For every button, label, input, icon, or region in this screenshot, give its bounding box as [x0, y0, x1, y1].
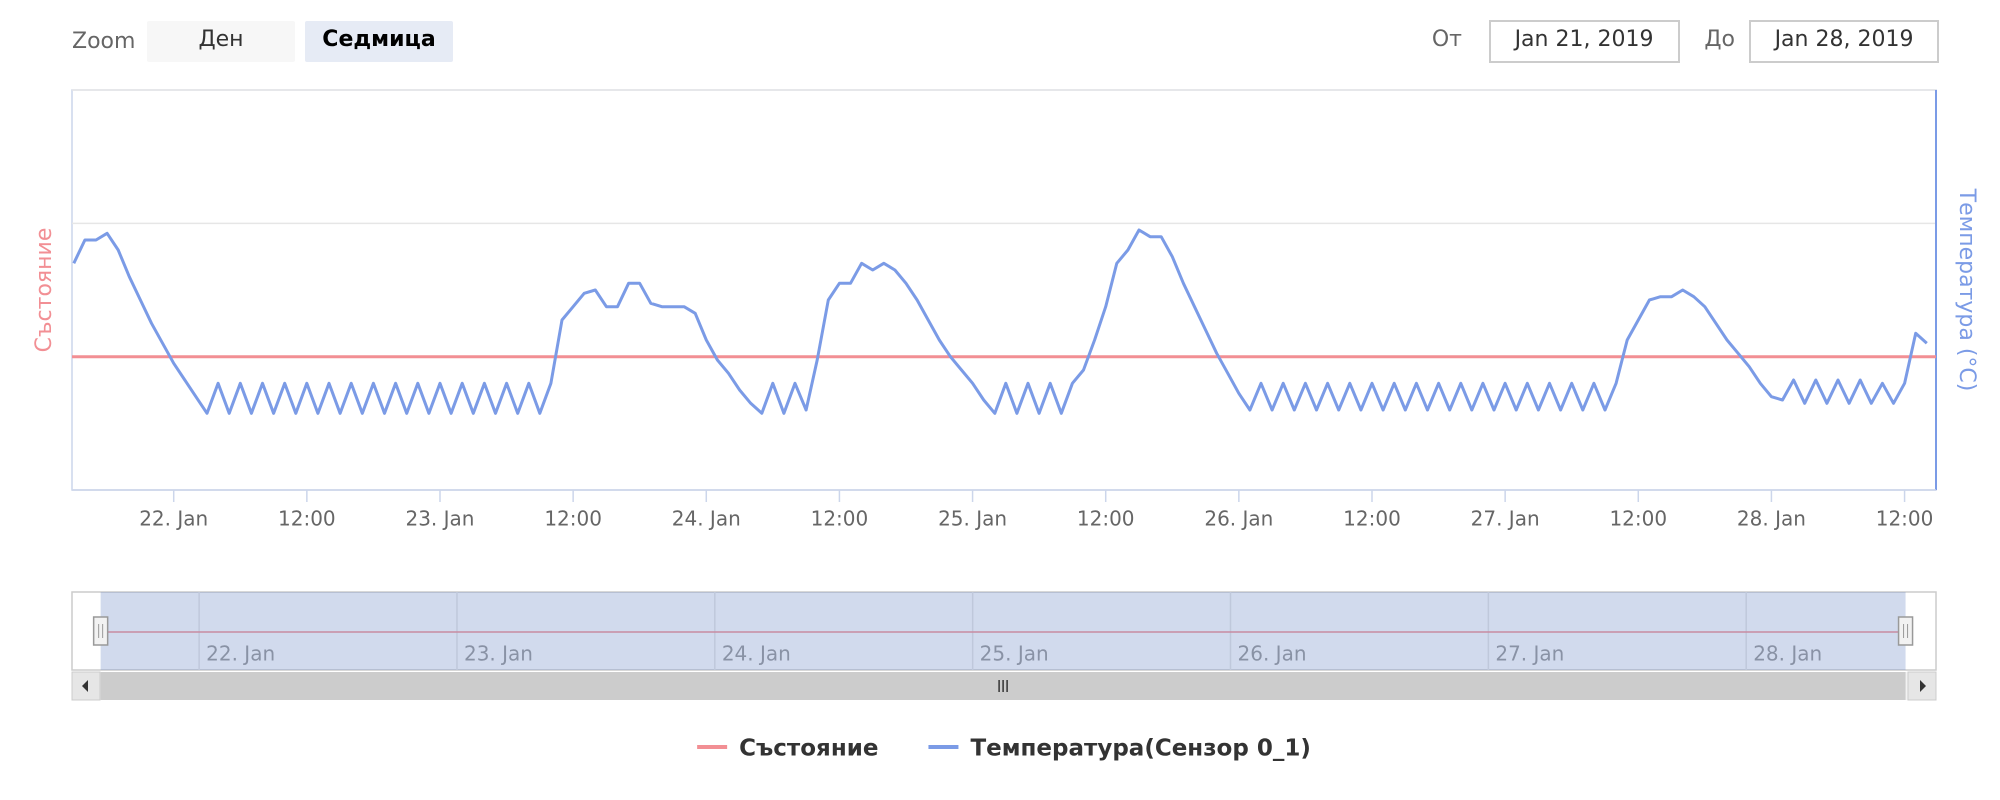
- from-input[interactable]: [1489, 20, 1680, 63]
- to-label: До: [1704, 27, 1735, 52]
- navigator-mask[interactable]: [100, 592, 1906, 670]
- navigator-handle[interactable]: [92, 616, 109, 646]
- x-tick-label: 26. Jan: [1204, 507, 1273, 531]
- legend-label[interactable]: Температура(Сензор 0_1): [970, 736, 1310, 762]
- navigator-handle[interactable]: [1897, 616, 1914, 646]
- x-tick-label: 12:00: [1343, 507, 1401, 531]
- navigator-tick-label: 28. Jan: [1753, 642, 1822, 666]
- zoom-label: Zoom: [72, 29, 135, 54]
- navigator-tick-label: 25. Jan: [980, 642, 1049, 666]
- to-input[interactable]: [1749, 20, 1939, 63]
- x-tick-label: 28. Jan: [1737, 507, 1806, 531]
- plot-border: [71, 89, 1937, 491]
- x-tick-label: 12:00: [811, 507, 869, 531]
- x-tick-label: 24. Jan: [672, 507, 741, 531]
- arrow: [82, 680, 88, 692]
- navigator-frame: [71, 591, 1937, 671]
- legend: Състояние Температура(Сензор 0_1): [697, 736, 1311, 762]
- x-tick-label: 23. Jan: [405, 507, 474, 531]
- series-line: [72, 228, 1928, 415]
- legend-label[interactable]: Състояние: [739, 736, 878, 762]
- from-value[interactable]: Jan 21, 2019: [1513, 27, 1654, 52]
- x-tick-label: 12:00: [544, 507, 602, 531]
- x-tick-label: 12:00: [1077, 507, 1135, 531]
- to-value[interactable]: Jan 28, 2019: [1773, 27, 1914, 52]
- zoom-button[interactable]: [305, 21, 453, 62]
- x-tick-label: 25. Jan: [938, 507, 1007, 531]
- from-label: От: [1432, 27, 1462, 52]
- navigator-tick-label: 26. Jan: [1238, 642, 1307, 666]
- x-tick-label: 22. Jan: [139, 507, 208, 531]
- x-tick-label: 27. Jan: [1471, 507, 1540, 531]
- y-axis-title: Състояние: [32, 228, 57, 353]
- navigator-tick-label: 23. Jan: [464, 642, 533, 666]
- x-tick-label: 12:00: [1876, 507, 1934, 531]
- x-tick-label: 12:00: [278, 507, 336, 531]
- navigator-tick-label: 27. Jan: [1495, 642, 1564, 666]
- zoom-button[interactable]: [147, 21, 295, 62]
- x-tick-label: 12:00: [1609, 507, 1667, 531]
- navigator-tick-label: 22. Jan: [206, 642, 275, 666]
- zoom-button-label[interactable]: Ден: [198, 27, 243, 52]
- navigator-tick-label: 24. Jan: [722, 642, 791, 666]
- arrow: [1920, 680, 1926, 692]
- zoom-button-label[interactable]: Седмица: [322, 27, 435, 52]
- y2-axis-title: Температура (°C): [1954, 188, 1979, 392]
